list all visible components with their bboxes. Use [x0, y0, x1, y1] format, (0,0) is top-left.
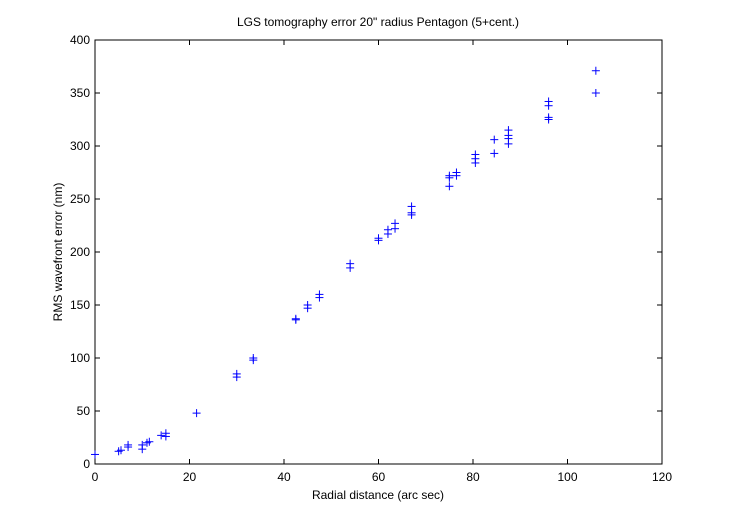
data-point [91, 450, 99, 459]
data-point [161, 429, 170, 438]
data-point [407, 202, 416, 211]
x-tick-label: 0 [92, 470, 99, 484]
data-point [315, 290, 324, 299]
data-point [471, 150, 480, 159]
x-tick-label: 60 [372, 470, 386, 484]
data-point [374, 234, 383, 243]
data-point [249, 354, 258, 362]
y-tick-label: 350 [70, 86, 90, 100]
data-point [303, 301, 312, 309]
y-axis-label: RMS wavefront error (nm) [51, 183, 65, 322]
data-point [192, 409, 201, 418]
data-point [346, 259, 355, 268]
data-point [391, 219, 400, 228]
data-point [145, 437, 154, 446]
x-tick-label: 100 [557, 470, 577, 484]
x-axis-label: Radial distance (arc sec) [312, 488, 444, 502]
data-point [490, 149, 499, 158]
y-tick-label: 400 [70, 33, 90, 47]
x-tick-label: 120 [652, 470, 672, 484]
data-point [591, 66, 600, 75]
data-point [383, 225, 392, 234]
plot-border [94, 39, 663, 465]
y-tick-label: 200 [70, 245, 90, 259]
y-tick-label: 50 [77, 404, 91, 418]
y-tick-label: 150 [70, 298, 90, 312]
data-point [124, 440, 133, 449]
data-point [138, 440, 147, 449]
chart-title: LGS tomography error 20" radius Pentagon… [237, 15, 519, 29]
x-tick-label: 40 [277, 470, 291, 484]
data-point [490, 135, 499, 144]
data-points [91, 66, 600, 459]
x-tick-label: 20 [183, 470, 197, 484]
data-point [544, 113, 553, 122]
data-point [291, 314, 300, 323]
plot-area [94, 39, 663, 465]
y-tick-label: 100 [70, 351, 90, 365]
data-point [157, 431, 166, 440]
y-tick-label: 250 [70, 192, 90, 206]
data-point [504, 126, 513, 135]
data-point [232, 369, 241, 378]
axis-ticks: 0 20 40 60 80 100 120 0 50 100 150 200 250 300 350 400 [70, 33, 672, 484]
data-point [544, 97, 553, 106]
data-point [116, 446, 125, 455]
data-point [445, 182, 454, 191]
x-tick-label: 80 [466, 470, 480, 484]
data-point [452, 168, 461, 177]
y-tick-label: 0 [83, 457, 90, 471]
data-point [591, 89, 600, 97]
y-tick-label: 300 [70, 139, 90, 153]
data-point [445, 171, 454, 180]
